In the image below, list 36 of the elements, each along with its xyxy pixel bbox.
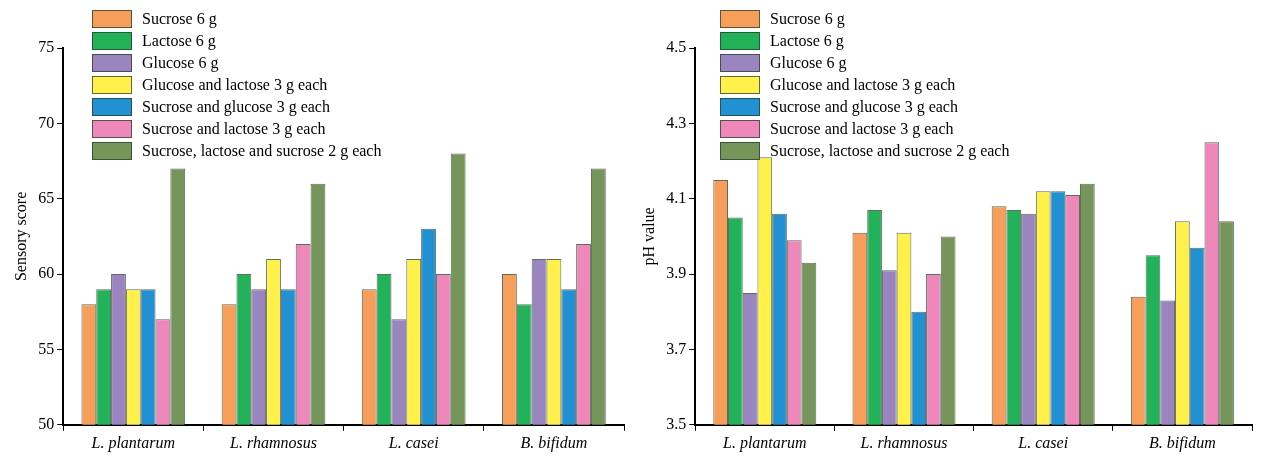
legend-label: Glucose and lactose 3 g each (142, 76, 328, 94)
legend-label: Sucrose 6 g (770, 10, 845, 28)
legend-label: Lactose 6 g (770, 32, 844, 50)
y-tick-label: 70 (38, 113, 55, 131)
legend-label: Glucose 6 g (770, 54, 847, 72)
legend-label: Sucrose and glucose 3 g each (770, 98, 958, 116)
y-tick-label: 55 (38, 339, 55, 357)
y-tick-label: 3.5 (666, 415, 687, 432)
y-axis-title: Sensory score (11, 191, 30, 282)
x-tick-label: L. rhamnosus (859, 433, 948, 451)
legend-label: Glucose 6 g (142, 54, 219, 72)
legend-label: Sucrose and lactose 3 g each (142, 120, 326, 138)
y-tick-label: 4.3 (666, 113, 687, 131)
legend-label: Sucrose and glucose 3 g each (142, 98, 330, 116)
y-tick-label: 3.7 (666, 339, 687, 357)
x-tick-label: L. plantarum (722, 433, 807, 452)
x-tick-label: L. casei (387, 433, 439, 451)
x-tick-label: L. plantarum (90, 433, 176, 452)
legend-label: Sucrose, lactose and sucrose 2 g each (142, 142, 382, 160)
y-axis-title: pH value (639, 207, 658, 266)
y-tick-label: 50 (38, 415, 55, 432)
y-tick-label: 60 (38, 264, 55, 282)
y-tick-label: 4.5 (666, 38, 687, 56)
y-tick-label: 75 (38, 38, 55, 56)
y-tick-label: 65 (38, 188, 55, 206)
legend-label: Sucrose, lactose and sucrose 2 g each (770, 142, 1010, 160)
y-tick-label: 4.1 (666, 188, 687, 206)
legend-label: Glucose and lactose 3 g each (770, 76, 956, 94)
x-tick-label: B. bifidum (520, 433, 588, 452)
legend-label: Sucrose and lactose 3 g each (770, 120, 954, 138)
x-tick-label: B. bifidum (1149, 433, 1216, 452)
x-tick-label: L. casei (1017, 433, 1069, 451)
y-tick-label: 3.9 (666, 264, 687, 282)
legend-label: Lactose 6 g (142, 32, 216, 50)
legend-label: Sucrose 6 g (142, 10, 217, 28)
x-tick-label: L. rhamnosus (229, 433, 317, 451)
